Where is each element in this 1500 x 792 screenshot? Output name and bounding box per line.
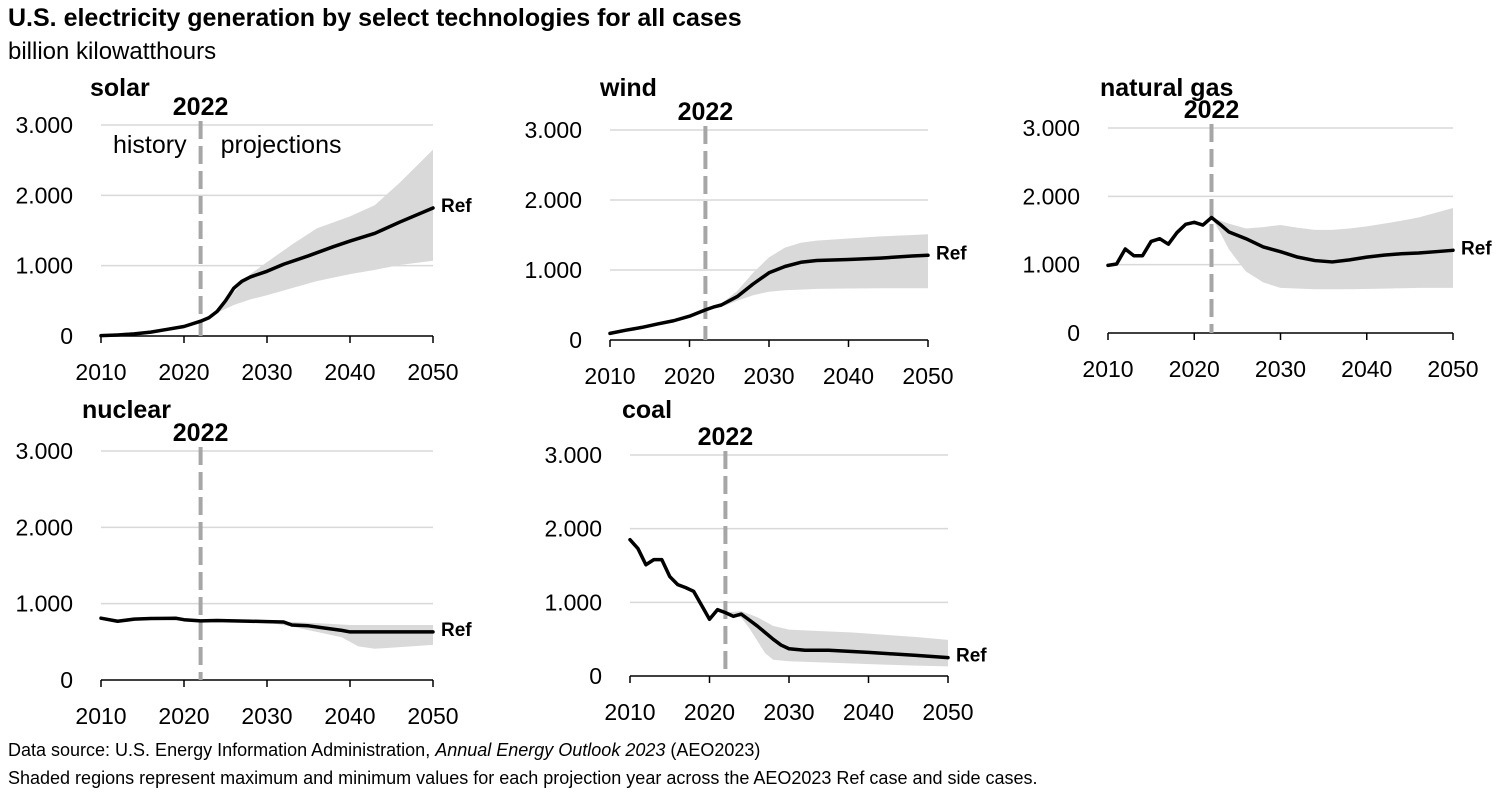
y-tick-label: 1.000: [544, 589, 602, 615]
x-tick-label: 2040: [823, 363, 874, 389]
x-tick-label: 2020: [158, 359, 209, 385]
x-tick-label: 2030: [241, 703, 292, 729]
y-tick-label: 1.000: [15, 253, 73, 279]
source-publication: Annual Energy Outlook 2023: [435, 740, 666, 760]
y-tick-label: 2.000: [15, 514, 73, 540]
x-tick-label: 2010: [75, 703, 126, 729]
x-tick-label: 2050: [922, 699, 973, 725]
x-tick-label: 2040: [324, 703, 375, 729]
annotation-projections: projections: [221, 131, 342, 159]
ref-label: Ref: [1461, 238, 1492, 259]
ref-line: [99, 616, 435, 634]
y-tick-label: 0: [60, 667, 73, 693]
panel-title-nuclear: nuclear: [82, 396, 171, 424]
footer: Data source: U.S. Energy Information Adm…: [8, 736, 1038, 792]
panel-coal: 0 1.000 2.000 3.000 2010 2020 2030 2040 2050 2022…: [544, 396, 987, 725]
x-tick-label: 2040: [843, 699, 894, 725]
y-tick-label: 1.000: [1022, 252, 1080, 278]
x-tick-label: 2030: [763, 699, 814, 725]
source-prefix: Data source: U.S. Energy Information Adm…: [8, 740, 436, 760]
y-tick-label: 1.000: [15, 591, 73, 617]
y-tick-label: 2.000: [544, 516, 602, 542]
x-tick-label: 2010: [584, 363, 635, 389]
x-tick-label: 2030: [1255, 356, 1306, 382]
ref-line: [608, 253, 930, 336]
divider-label: 2022: [173, 93, 229, 121]
range-band: [1211, 207, 1453, 290]
y-tick-label: 2.000: [15, 182, 73, 208]
y-tick-label: 0: [60, 323, 73, 349]
y-tick-label: 0: [569, 327, 582, 353]
x-tick-label: 2010: [1082, 356, 1133, 382]
y-tick-label: 2.000: [524, 187, 582, 213]
x-tick-label: 2020: [1169, 356, 1220, 382]
x-tick-label: 2010: [75, 359, 126, 385]
divider-label: 2022: [678, 98, 734, 126]
page-title: U.S. electricity generation by select te…: [8, 4, 742, 32]
page-subtitle: billion kilowatthours: [8, 38, 217, 65]
divider-label: 2022: [1184, 96, 1240, 124]
x-tick-label: 2050: [902, 363, 953, 389]
y-tick-label: 3.000: [15, 438, 73, 464]
y-tick-label: 0: [1067, 320, 1080, 346]
annotation-history: history: [113, 131, 187, 159]
y-tick-label: 0: [589, 663, 602, 689]
ref-label: Ref: [956, 646, 987, 667]
panel-title-solar: solar: [90, 74, 150, 102]
range-band: [200, 149, 433, 322]
shading-note: Shaded regions represent maximum and min…: [8, 768, 1038, 788]
x-tick-label: 2030: [743, 363, 794, 389]
panel-nuclear: 0 1.000 2.000 3.000 2010 2020 2030 2040 2050 2022…: [15, 396, 472, 729]
y-tick-label: 3.000: [524, 117, 582, 143]
range-band: [705, 234, 928, 310]
x-tick-label: 2020: [158, 703, 209, 729]
ref-label: Ref: [441, 620, 472, 641]
x-tick-label: 2020: [664, 363, 715, 389]
divider-label: 2022: [173, 419, 229, 447]
panel-natural-gas: 0 1.000 2.000 3.000 2010 2020 2030 2040 2050 2022…: [1022, 74, 1492, 382]
x-tick-label: 2020: [684, 699, 735, 725]
panel-title-coal: coal: [622, 396, 672, 424]
x-tick-label: 2050: [1427, 356, 1478, 382]
range-band: [200, 620, 433, 649]
divider-label: 2022: [698, 423, 754, 451]
x-tick-label: 2030: [241, 359, 292, 385]
y-tick-label: 3.000: [15, 112, 73, 138]
x-tick-label: 2050: [407, 359, 458, 385]
x-tick-label: 2040: [1341, 356, 1392, 382]
panel-solar: 0 1.000 2.000 3.000 2010 2020 2030 2040 2050 2022…: [15, 74, 472, 385]
y-tick-label: 2.000: [1022, 183, 1080, 209]
ref-line: [628, 537, 950, 660]
panel-wind: 0 1.000 2.000 3.000 2010 2020 2030 2040 2050 2022…: [524, 74, 967, 389]
y-tick-label: 1.000: [524, 257, 582, 283]
range-band: [725, 611, 948, 667]
ref-label: Ref: [936, 243, 967, 264]
ref-label: Ref: [441, 196, 472, 217]
y-tick-label: 3.000: [1022, 115, 1080, 141]
source-note: Data source: U.S. Energy Information Adm…: [8, 736, 1038, 764]
panel-title-natural-gas: natural gas: [1100, 74, 1233, 102]
panel-title-wind: wind: [599, 74, 657, 102]
y-tick-label: 3.000: [544, 442, 602, 468]
ref-line: [1106, 215, 1455, 268]
ref-line: [99, 206, 435, 338]
source-suffix: (AEO2023): [665, 740, 761, 760]
x-tick-label: 2040: [324, 359, 375, 385]
x-tick-label: 2010: [604, 699, 655, 725]
x-tick-label: 2050: [407, 703, 458, 729]
